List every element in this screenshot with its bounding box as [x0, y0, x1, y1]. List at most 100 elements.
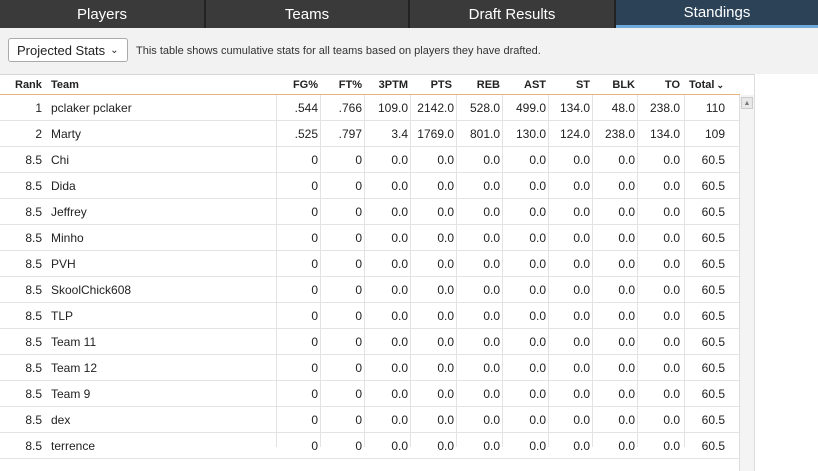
stats-type-select[interactable]: Projected Stats ⌄: [8, 38, 128, 62]
cell-st: 134.0: [559, 101, 590, 115]
table-row[interactable]: 8.5 TLP 0 0 0.0 0.0 0.0 0.0 0.0 0.0 0.0 60.5: [0, 303, 740, 329]
cell-fg: 0: [311, 387, 318, 401]
cell-to: 0.0: [663, 387, 680, 401]
tab-players[interactable]: Players: [0, 0, 206, 28]
column-divider: [320, 95, 321, 447]
cell-blk: 0.0: [618, 387, 635, 401]
cell-st: 0.0: [573, 439, 590, 453]
cell-st: 0.0: [573, 153, 590, 167]
cell-total: 60.5: [701, 413, 725, 427]
cell-team: terrence: [51, 439, 96, 453]
cell-pts: 0.0: [437, 283, 454, 297]
cell-team: Minho: [51, 231, 84, 245]
cell-to: 0.0: [663, 153, 680, 167]
cell-ast: 0.0: [529, 257, 546, 271]
cell-tpm: 0.0: [391, 153, 408, 167]
cell-ast: 0.0: [529, 309, 546, 323]
column-header-ast[interactable]: AST: [524, 79, 546, 91]
column-header-fg[interactable]: FG%: [292, 79, 318, 91]
cell-fg: 0: [311, 283, 318, 297]
cell-total: 60.5: [701, 283, 725, 297]
cell-reb: 0.0: [483, 413, 500, 427]
cell-st: 124.0: [559, 127, 590, 141]
header-divider: [0, 94, 740, 95]
table-description: This table shows cumulative stats for al…: [136, 45, 541, 57]
table-row[interactable]: 8.5 Team 9 0 0 0.0 0.0 0.0 0.0 0.0 0.0 0.0 60.5: [0, 381, 740, 407]
cell-fg: 0: [311, 335, 318, 349]
column-header-3ptm[interactable]: 3PTM: [378, 79, 408, 91]
cell-blk: 0.0: [618, 361, 635, 375]
cell-fg: .525: [294, 127, 318, 141]
cell-pts: 0.0: [437, 387, 454, 401]
table-row[interactable]: 8.5 terrence 0 0 0.0 0.0 0.0 0.0 0.0 0.0 0.0 60.5: [0, 433, 740, 459]
cell-ft: 0: [355, 283, 362, 297]
cell-to: 0.0: [663, 179, 680, 193]
cell-reb: 0.0: [483, 231, 500, 245]
cell-total: 60.5: [701, 387, 725, 401]
table-row[interactable]: 8.5 Team 12 0 0 0.0 0.0 0.0 0.0 0.0 0.0 0.0 60.5: [0, 355, 740, 381]
cell-ft: 0: [355, 309, 362, 323]
table-row[interactable]: 1 pclaker pclaker .544 .766 109.0 2142.0 528.0…: [0, 95, 740, 121]
cell-st: 0.0: [573, 283, 590, 297]
table-row[interactable]: 8.5 Jeffrey 0 0 0.0 0.0 0.0 0.0 0.0 0.0 0.0 60.5: [0, 199, 740, 225]
table-row[interactable]: 8.5 Team 11 0 0 0.0 0.0 0.0 0.0 0.0 0.0 0.0 60.5: [0, 329, 740, 355]
cell-blk: 0.0: [618, 205, 635, 219]
cell-blk: 0.0: [618, 413, 635, 427]
cell-blk: 48.0: [611, 101, 635, 115]
column-divider: [684, 95, 685, 447]
cell-fg: 0: [311, 439, 318, 453]
table-row[interactable]: 8.5 Minho 0 0 0.0 0.0 0.0 0.0 0.0 0.0 0.0 60.5: [0, 225, 740, 251]
cell-ft: 0: [355, 361, 362, 375]
tab-standings[interactable]: Standings: [616, 0, 818, 28]
cell-fg: 0: [311, 153, 318, 167]
scroll-up-icon[interactable]: ▲: [741, 97, 753, 109]
chevron-down-icon: ⌄: [716, 80, 725, 90]
table-row[interactable]: 8.5 dex 0 0 0.0 0.0 0.0 0.0 0.0 0.0 0.0 60.5: [0, 407, 740, 433]
cell-tpm: 0.0: [391, 387, 408, 401]
cell-reb: 0.0: [483, 205, 500, 219]
chevron-down-icon: ⌄: [110, 44, 119, 56]
column-header-pts[interactable]: PTS: [430, 79, 452, 91]
column-header-ft[interactable]: FT%: [338, 79, 362, 91]
cell-team: SkoolChick608: [51, 283, 132, 297]
cell-st: 0.0: [573, 257, 590, 271]
right-panel: [754, 74, 818, 471]
cell-to: 0.0: [663, 205, 680, 219]
cell-blk: 0.0: [618, 153, 635, 167]
column-divider: [456, 95, 457, 447]
table-scrollbar[interactable]: ▲: [739, 95, 754, 471]
cell-total: 60.5: [701, 335, 725, 349]
table-row[interactable]: 8.5 Chi 0 0 0.0 0.0 0.0 0.0 0.0 0.0 0.0 60.5: [0, 147, 740, 173]
column-divider: [592, 95, 593, 447]
table-row[interactable]: 8.5 SkoolChick608 0 0 0.0 0.0 0.0 0.0 0.0 0.0 0.0 6…: [0, 277, 740, 303]
cell-tpm: 0.0: [391, 361, 408, 375]
cell-ast: 0.0: [529, 387, 546, 401]
cell-fg: 0: [311, 413, 318, 427]
cell-total: 60.5: [701, 231, 725, 245]
cell-reb: 0.0: [483, 439, 500, 453]
column-header-rank[interactable]: Rank: [15, 79, 42, 91]
cell-ft: .766: [338, 101, 362, 115]
cell-fg: 0: [311, 179, 318, 193]
column-header-team[interactable]: Team: [51, 79, 79, 91]
cell-rank: 8.5: [25, 387, 42, 401]
cell-total: 60.5: [701, 361, 725, 375]
cell-ast: 0.0: [529, 153, 546, 167]
cell-reb: 0.0: [483, 387, 500, 401]
table-row[interactable]: 2 Marty .525 .797 3.4 1769.0 801.0 130.0 124.0 23…: [0, 121, 740, 147]
column-header-reb[interactable]: REB: [476, 79, 500, 91]
column-header-to[interactable]: TO: [664, 79, 680, 91]
column-header-total[interactable]: Total ⌄: [689, 79, 725, 91]
cell-reb: 528.0: [469, 101, 500, 115]
cell-pts: 0.0: [437, 153, 454, 167]
tab-draft-results[interactable]: Draft Results: [410, 0, 616, 28]
table-row[interactable]: 8.5 PVH 0 0 0.0 0.0 0.0 0.0 0.0 0.0 0.0 60.5: [0, 251, 740, 277]
cell-pts: 0.0: [437, 205, 454, 219]
cell-reb: 801.0: [469, 127, 500, 141]
tab-teams[interactable]: Teams: [206, 0, 410, 28]
cell-team: Team 11: [51, 335, 97, 349]
column-header-st[interactable]: ST: [575, 79, 590, 91]
table-row[interactable]: 8.5 Dida 0 0 0.0 0.0 0.0 0.0 0.0 0.0 0.0 60.5: [0, 173, 740, 199]
column-header-blk[interactable]: BLK: [612, 79, 635, 91]
cell-blk: 0.0: [618, 283, 635, 297]
